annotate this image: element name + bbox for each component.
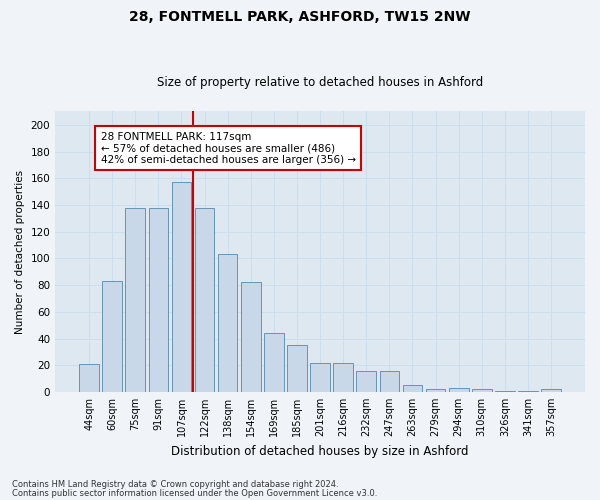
Bar bbox=[172, 182, 191, 392]
Bar bbox=[310, 362, 330, 392]
Bar bbox=[125, 208, 145, 392]
Bar bbox=[264, 333, 284, 392]
Bar bbox=[103, 281, 122, 392]
Bar bbox=[241, 282, 260, 392]
Bar bbox=[472, 390, 491, 392]
Bar bbox=[195, 208, 214, 392]
Bar bbox=[334, 362, 353, 392]
Bar bbox=[218, 254, 238, 392]
Y-axis label: Number of detached properties: Number of detached properties bbox=[15, 170, 25, 334]
Bar bbox=[426, 390, 445, 392]
Bar bbox=[518, 390, 538, 392]
Text: Contains HM Land Registry data © Crown copyright and database right 2024.: Contains HM Land Registry data © Crown c… bbox=[12, 480, 338, 489]
Bar bbox=[287, 345, 307, 392]
X-axis label: Distribution of detached houses by size in Ashford: Distribution of detached houses by size … bbox=[172, 444, 469, 458]
Bar bbox=[380, 370, 399, 392]
Bar bbox=[449, 388, 469, 392]
Title: Size of property relative to detached houses in Ashford: Size of property relative to detached ho… bbox=[157, 76, 483, 90]
Text: 28 FONTMELL PARK: 117sqm
← 57% of detached houses are smaller (486)
42% of semi-: 28 FONTMELL PARK: 117sqm ← 57% of detach… bbox=[101, 132, 356, 164]
Bar bbox=[495, 390, 515, 392]
Bar bbox=[149, 208, 168, 392]
Bar bbox=[79, 364, 99, 392]
Bar bbox=[541, 390, 561, 392]
Text: 28, FONTMELL PARK, ASHFORD, TW15 2NW: 28, FONTMELL PARK, ASHFORD, TW15 2NW bbox=[129, 10, 471, 24]
Bar bbox=[356, 370, 376, 392]
Text: Contains public sector information licensed under the Open Government Licence v3: Contains public sector information licen… bbox=[12, 489, 377, 498]
Bar bbox=[403, 386, 422, 392]
